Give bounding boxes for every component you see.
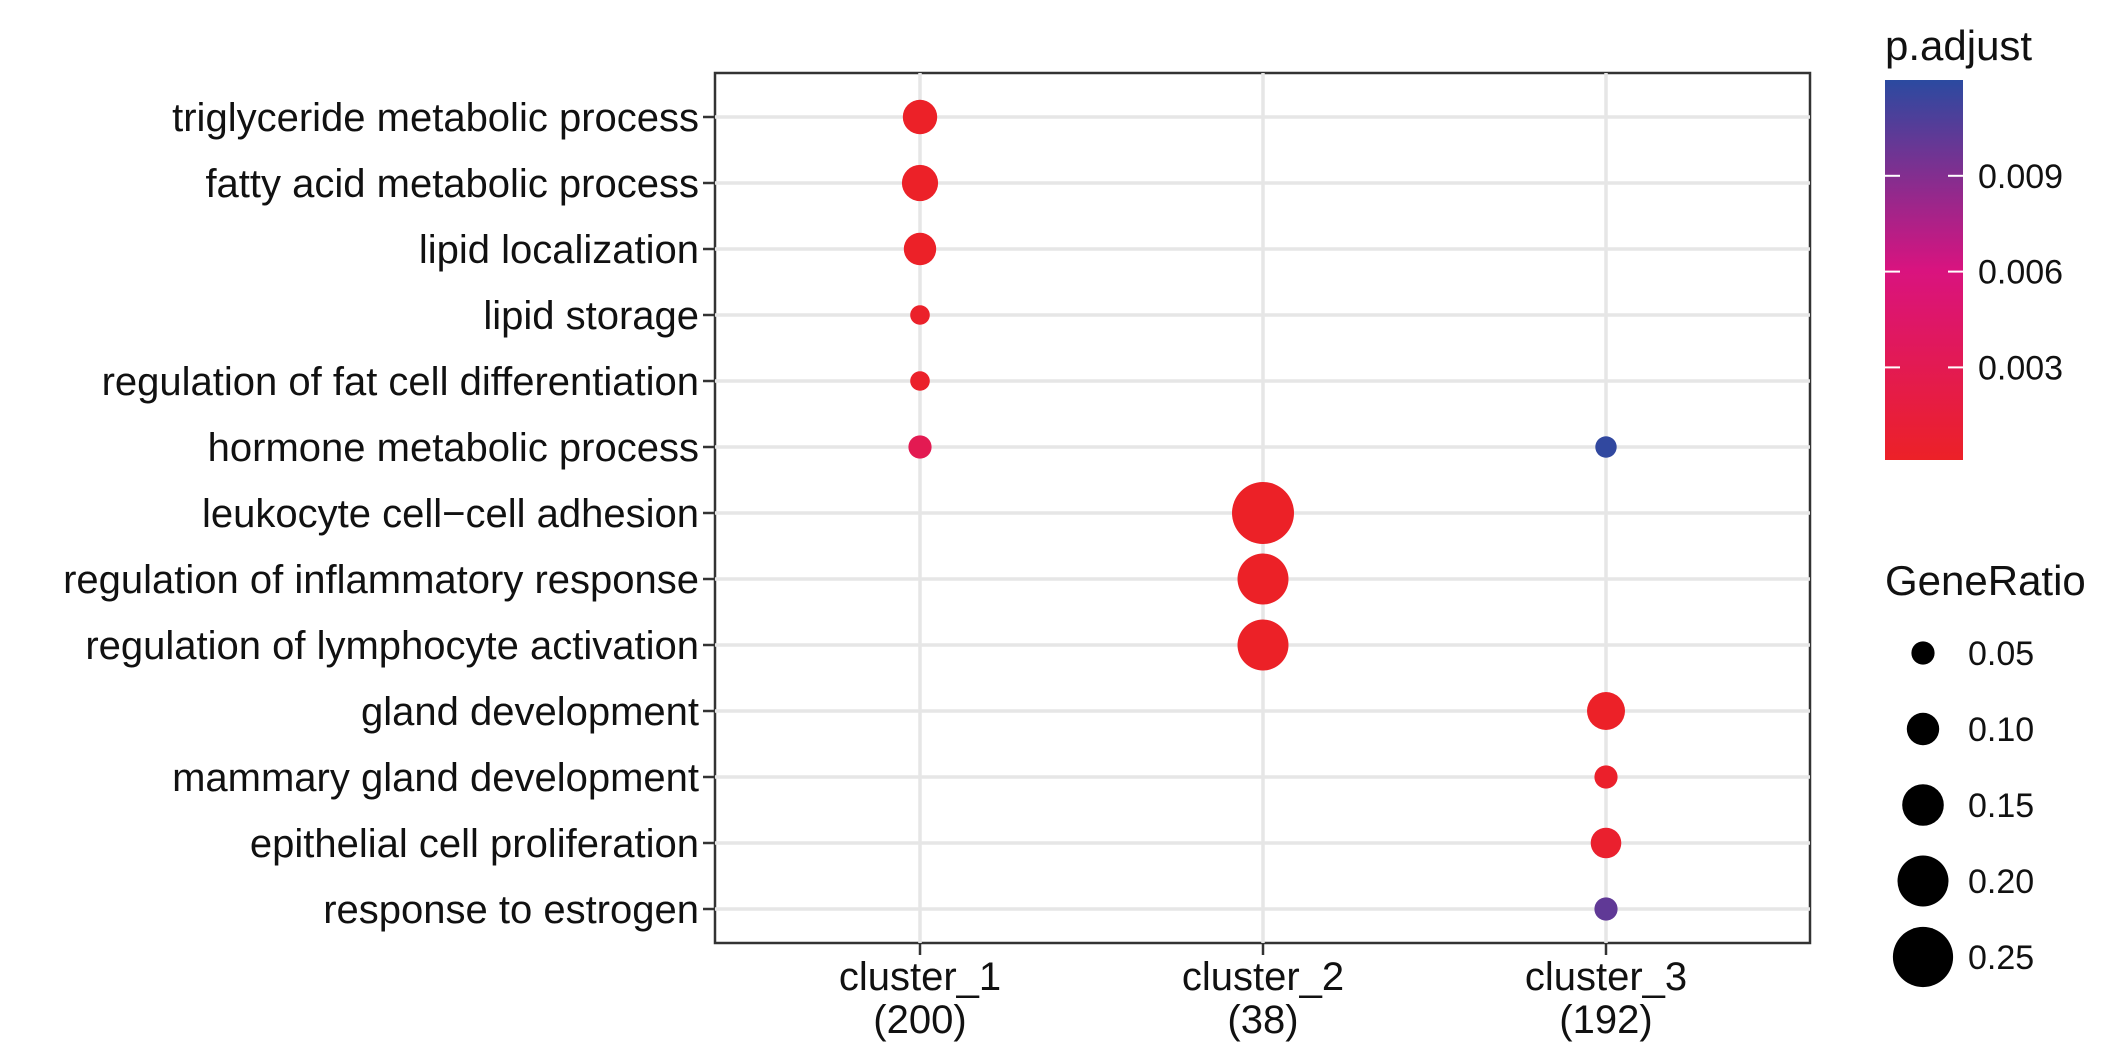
x-tick-label: cluster_2 (1182, 955, 1344, 999)
size-legend-label: 0.05 (1968, 635, 2034, 673)
size-legend-items: 0.05 0.10 0.15 0.20 0.25 (1892, 635, 2034, 988)
y-tick-label: leukocyte cell−cell adhesion (202, 492, 699, 536)
color-legend-tick-label: 0.003 (1978, 349, 2063, 387)
color-legend-title: p.adjust (1885, 22, 2032, 69)
data-point (910, 371, 930, 391)
data-point (903, 232, 937, 266)
color-legend-bar (1885, 80, 1963, 460)
y-tick-label: regulation of lymphocyte activation (85, 624, 699, 668)
size-legend-label: 0.20 (1968, 863, 2034, 901)
y-tick-label: epithelial cell proliferation (250, 822, 699, 866)
data-point (1587, 692, 1625, 730)
y-tick-label: lipid localization (419, 228, 699, 272)
data-point (1594, 765, 1618, 789)
y-axis: triglyceride metabolic process fatty acid… (63, 96, 715, 932)
y-tick-label: triglyceride metabolic process (172, 96, 699, 140)
x-tick-count: (200) (873, 998, 966, 1042)
y-tick-label: lipid storage (483, 294, 699, 338)
y-tick-label: mammary gland development (172, 756, 699, 800)
size-legend-dot (1911, 641, 1935, 665)
y-tick-label: fatty acid metabolic process (205, 162, 699, 206)
size-legend-title: GeneRatio (1885, 557, 2086, 604)
data-point (1590, 827, 1622, 859)
data-point (1237, 553, 1289, 605)
data-point (1232, 482, 1294, 544)
y-tick-label: regulation of fat cell differentiation (102, 360, 699, 404)
color-legend-tick-label: 0.009 (1978, 158, 2063, 196)
size-legend-dot (1892, 926, 1954, 988)
color-legend-ticks: 0.003 0.006 0.009 (1885, 158, 2063, 387)
data-point (901, 164, 939, 202)
size-legend-dot (1906, 712, 1940, 746)
x-tick-label: cluster_3 (1525, 955, 1687, 999)
size-legend: GeneRatio 0.05 0.10 0.15 0.20 0.25 (1885, 557, 2086, 988)
y-tick-label: hormone metabolic process (208, 426, 699, 470)
data-point (1237, 619, 1289, 671)
size-legend-label: 0.25 (1968, 939, 2034, 977)
x-tick-count: (192) (1559, 998, 1652, 1042)
color-legend-tick-label: 0.006 (1978, 254, 2063, 292)
data-point (902, 99, 938, 135)
x-tick-count: (38) (1227, 998, 1298, 1042)
data-point (910, 305, 930, 325)
data-points (901, 99, 1625, 921)
y-tick-label: regulation of inflammatory response (63, 558, 699, 602)
data-point (1595, 436, 1617, 458)
size-legend-dot (1897, 855, 1949, 907)
size-legend-label: 0.10 (1968, 711, 2034, 749)
color-legend: p.adjust 0.003 0.006 0.009 (1885, 22, 2063, 460)
y-tick-label: gland development (361, 690, 699, 734)
y-tick-label: response to estrogen (323, 888, 699, 932)
data-point (1594, 897, 1618, 921)
size-legend-label: 0.15 (1968, 787, 2034, 825)
x-tick-label: cluster_1 (839, 955, 1001, 999)
x-axis: cluster_1(200) cluster_2(38) cluster_3(192… (839, 943, 1687, 1042)
data-point (908, 435, 932, 459)
size-legend-dot (1902, 784, 1944, 826)
